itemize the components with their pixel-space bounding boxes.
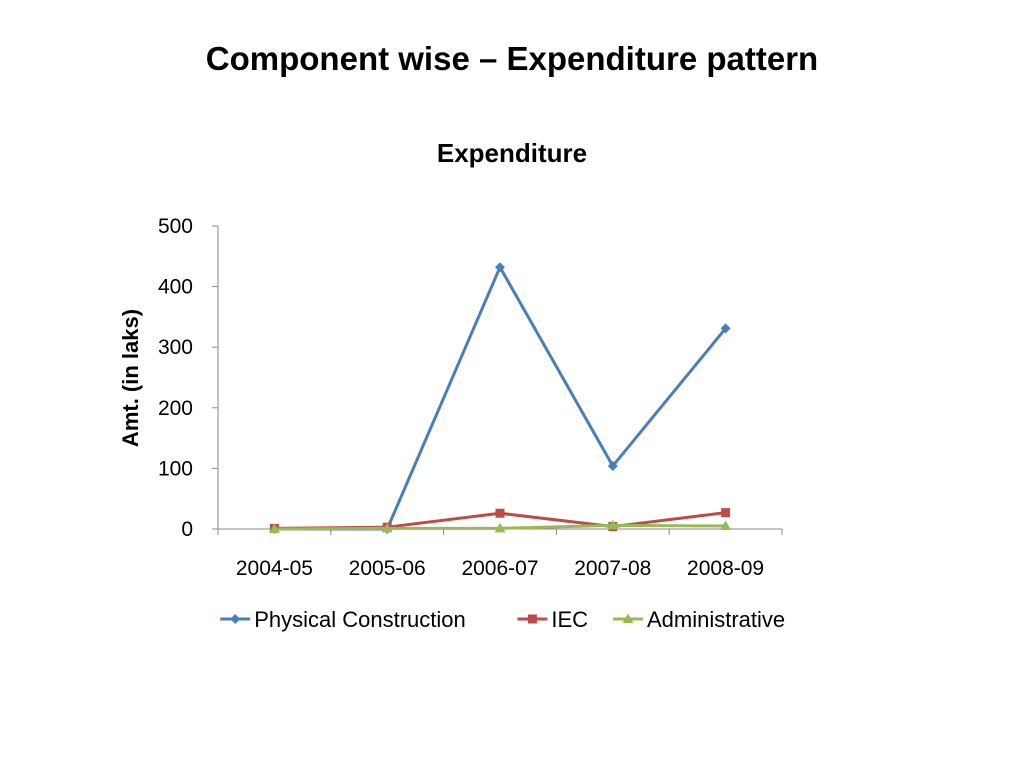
y-axis-title: Amt. (in laks) [118, 309, 143, 447]
legend-marker [622, 613, 634, 623]
data-point [607, 460, 618, 471]
y-tick-label: 100 [158, 457, 193, 480]
y-tick-label: 300 [158, 336, 193, 359]
chart-axes: 0 100 200 300 400 500 2004-05 2005-06 2006-07 200… [158, 215, 783, 580]
data-point [607, 519, 619, 530]
legend-label: Physical Construction [254, 607, 466, 632]
series-layer [268, 262, 732, 534]
y-tick-label: 400 [158, 276, 193, 299]
legend: Physical Construction IEC Administrative [220, 607, 785, 632]
y-tick-label: 200 [158, 397, 193, 420]
series-physical-construction [269, 262, 731, 534]
legend-marker [527, 614, 537, 624]
legend-item: IEC [517, 607, 588, 632]
legend-label: IEC [551, 607, 588, 632]
data-point [381, 522, 393, 533]
legend-marker [230, 614, 241, 624]
data-point [720, 323, 731, 334]
x-tick-label: 2005-06 [349, 557, 426, 580]
slide-title: Component wise – Expenditure pattern [205, 40, 819, 77]
legend-item: Administrative [613, 607, 785, 632]
series-line [274, 265, 727, 531]
data-point [268, 523, 280, 533]
legend-label: Administrative [647, 607, 785, 632]
series-administrative [268, 519, 732, 533]
data-point [494, 522, 506, 533]
x-tick-label: 2007-08 [574, 557, 651, 580]
y-tick-label: 500 [158, 215, 193, 238]
x-tick-label: 2006-07 [461, 557, 538, 580]
y-tick-label: 0 [181, 518, 193, 541]
legend-item: Physical Construction [220, 607, 466, 632]
x-tick-label: 2004-05 [236, 557, 313, 580]
data-point [495, 508, 505, 518]
data-point [721, 508, 731, 518]
chart-title: Expenditure [437, 138, 587, 168]
data-point [495, 262, 505, 273]
data-point [720, 520, 732, 530]
x-tick-label: 2008-09 [687, 557, 764, 580]
